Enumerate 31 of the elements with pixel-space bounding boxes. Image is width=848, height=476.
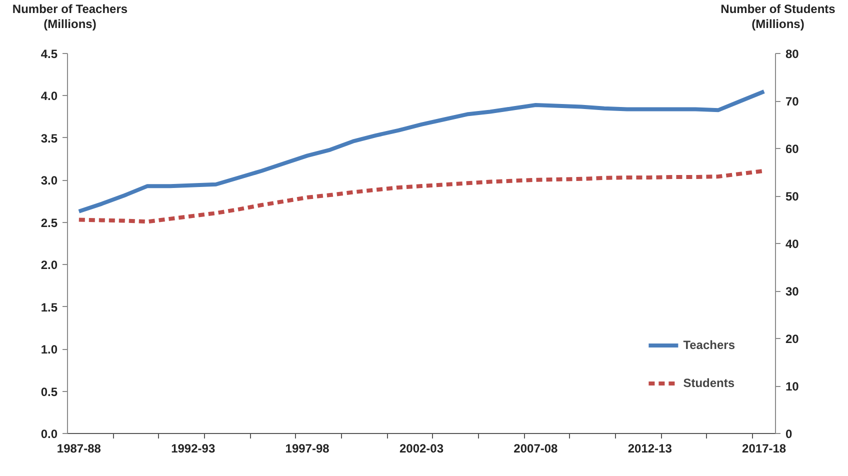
x-tick-label: 1987-88 [56,442,102,456]
x-tick-label: 1992-93 [171,442,216,456]
y2-tick-label: 70 [786,94,800,108]
y-tick-label: 0.5 [40,384,58,399]
y2-tick-label: 40 [786,237,800,251]
y-tick-label: 1.0 [40,342,58,357]
legend-label: Students [683,376,735,390]
y2-tick-label: 0 [786,427,792,441]
y-tick-label: 2.0 [40,258,58,272]
y-axis-title: Number of Teachers (Millions) [12,2,128,32]
y2-tick-label: 30 [786,284,800,298]
y2-tick-label: 20 [786,332,800,346]
y2-tick-label: 50 [786,190,800,204]
x-tick-label: 2007-08 [514,442,558,456]
y-tick-label: 0.0 [40,427,58,441]
y2-axis-title: Number of Students (Millions) [720,2,836,32]
y2-tick-label: 60 [786,142,800,156]
y-tick-label: 4.5 [40,47,58,61]
y2-tick-label: 10 [786,380,800,394]
y-tick-label: 2.5 [40,216,58,230]
y2-tick-label: 80 [786,47,800,61]
y-tick-label: 1.5 [40,300,58,314]
x-tick-label: 2012-13 [628,442,672,456]
y-tick-label: 4.0 [40,89,58,104]
x-tick-label: 1997-98 [285,442,330,456]
x-tick-label: 2017-18 [742,442,786,456]
legend-label: Teachers [683,338,735,352]
x-tick-label: 2002-03 [399,442,444,456]
y-tick-label: 3.0 [40,174,58,188]
y-tick-label: 3.5 [40,131,58,146]
line-series [76,90,766,214]
